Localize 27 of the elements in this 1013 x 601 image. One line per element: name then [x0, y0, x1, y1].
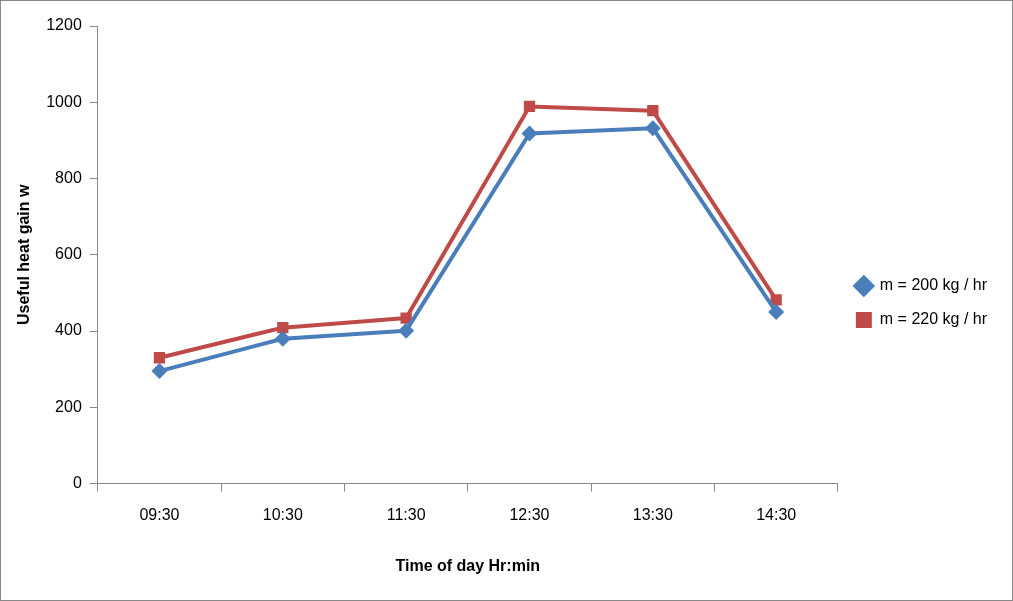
y-tick-label: 200 [55, 397, 82, 415]
y-tick-label: 1200 [46, 16, 82, 34]
x-tick-label: 14:30 [756, 505, 797, 523]
x-tick-label: 09:30 [139, 505, 180, 523]
point [398, 322, 415, 339]
point [647, 105, 659, 117]
point [521, 125, 538, 142]
legend-label: m = 220 kg / hr [879, 310, 988, 328]
x-tick-label: 12:30 [509, 505, 550, 523]
y-tick-label: 0 [72, 474, 82, 492]
point [153, 352, 166, 364]
y-tick-label: 400 [55, 321, 82, 339]
y-tick-label: 1000 [46, 92, 82, 110]
x-tick-label: 13:30 [632, 505, 673, 523]
x-tick-label: 10:30 [262, 505, 303, 523]
legend-label: m = 200 kg / hr [879, 276, 988, 294]
point [151, 363, 168, 380]
point [277, 321, 289, 334]
x-axis-title: Time of day Hr:min [395, 556, 541, 574]
point [274, 330, 291, 347]
y-tick-label: 600 [55, 245, 82, 263]
y-axis-title: Useful heat gain w [15, 184, 33, 326]
point [523, 100, 536, 113]
point [768, 304, 785, 320]
y-tick-label: 800 [55, 168, 82, 186]
point [644, 120, 661, 137]
x-tick-label: 11:30 [386, 505, 426, 523]
